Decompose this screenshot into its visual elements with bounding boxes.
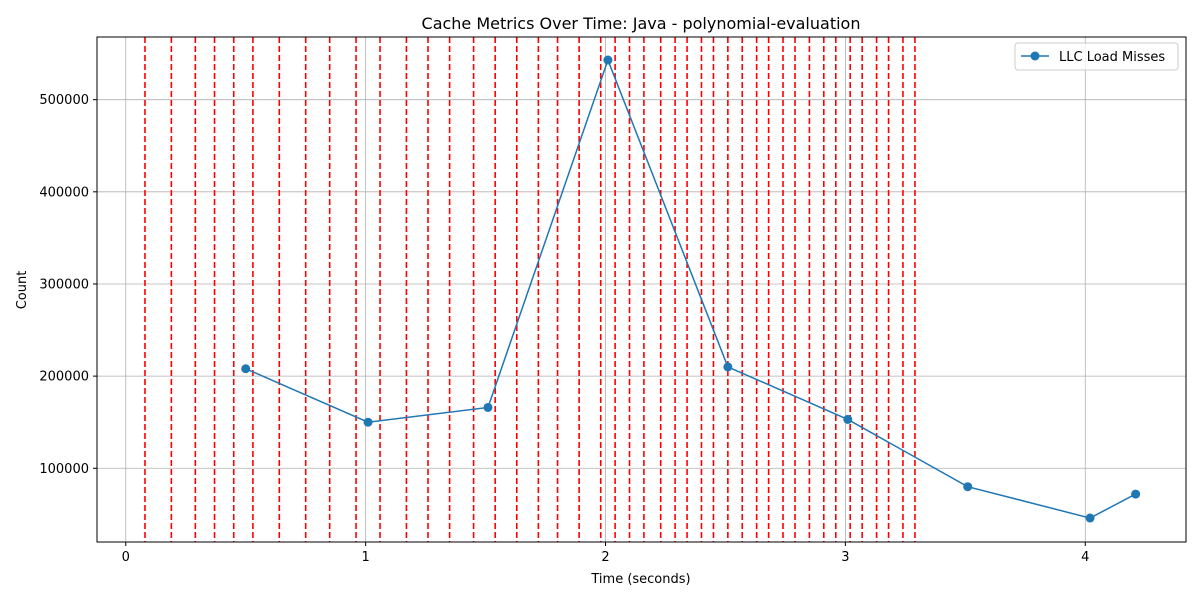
data-point <box>843 414 853 424</box>
legend-box <box>1014 42 1179 71</box>
data-point <box>1085 513 1095 523</box>
x-axis: 0 1 2 3 4 <box>122 542 1089 565</box>
data-point <box>1131 489 1141 499</box>
legend: LLC Load Misses <box>1014 42 1179 71</box>
y-tick-label: 400000 <box>39 185 89 200</box>
data-point <box>963 482 973 492</box>
data-point <box>363 417 373 427</box>
x-tick-label: 4 <box>1081 550 1089 565</box>
x-tick-label: 2 <box>601 550 609 565</box>
legend-label: LLC Load Misses <box>1059 50 1165 65</box>
x-tick-label: 3 <box>841 550 849 565</box>
x-tick-label: 0 <box>122 550 130 565</box>
data-point <box>603 55 613 65</box>
y-axis: 100000 200000 300000 400000 500000 <box>39 93 97 477</box>
data-point <box>241 364 251 374</box>
series-layer <box>241 55 1141 523</box>
y-tick-label: 300000 <box>39 277 89 292</box>
x-tick-label: 1 <box>362 550 370 565</box>
data-point <box>723 362 733 372</box>
chart-title: Cache Metrics Over Time: Java - polynomi… <box>422 14 861 33</box>
y-tick-label: 500000 <box>39 93 89 108</box>
data-point <box>483 402 493 412</box>
x-axis-title: Time (seconds) <box>590 572 690 587</box>
plot-frame <box>96 36 1187 543</box>
y-axis-title: Count <box>15 271 30 310</box>
y-tick-label: 100000 <box>39 462 89 477</box>
y-tick-label: 200000 <box>39 370 89 385</box>
series-line-llc-load-misses <box>245 57 1136 519</box>
grid <box>97 37 1186 542</box>
legend-marker-swatch <box>1030 51 1040 61</box>
vertical-markers <box>144 37 916 542</box>
